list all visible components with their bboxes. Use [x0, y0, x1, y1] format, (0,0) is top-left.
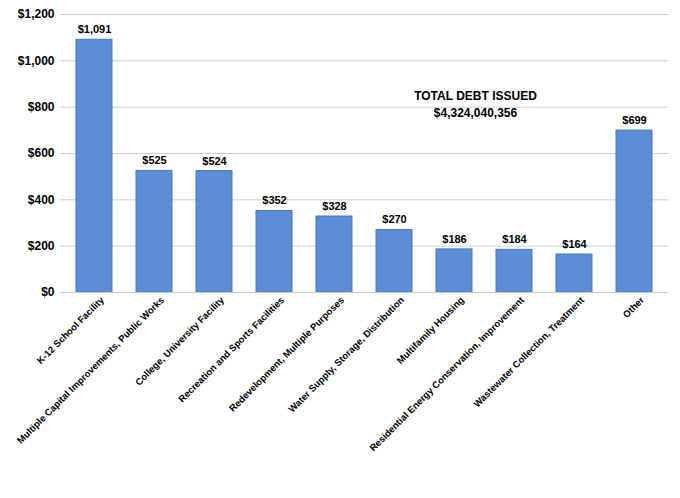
- svg-text:TOTAL DEBT ISSUED: TOTAL DEBT ISSUED: [414, 89, 537, 103]
- svg-text:Recreation and Sports Faciliti: Recreation and Sports Facilities: [176, 294, 286, 404]
- svg-text:$1,091: $1,091: [78, 23, 112, 35]
- svg-text:$4,324,040,356: $4,324,040,356: [434, 106, 518, 120]
- svg-text:$200: $200: [28, 239, 55, 253]
- svg-text:$1,000: $1,000: [18, 54, 55, 68]
- svg-text:$270: $270: [382, 213, 406, 225]
- svg-text:$400: $400: [28, 193, 55, 207]
- svg-text:$600: $600: [28, 146, 55, 160]
- svg-text:K-12 School Facility: K-12 School Facility: [34, 294, 106, 366]
- svg-text:$186: $186: [442, 233, 466, 245]
- svg-text:Redevelopment, Multiple Purpos: Redevelopment, Multiple Purposes: [227, 294, 346, 413]
- svg-text:$164: $164: [562, 238, 587, 250]
- svg-text:$0: $0: [41, 285, 55, 299]
- svg-text:$352: $352: [262, 194, 286, 206]
- svg-text:Other: Other: [620, 294, 646, 320]
- svg-text:College, University Facility: College, University Facility: [132, 294, 227, 388]
- svg-text:Multifamily Housing: Multifamily Housing: [394, 294, 466, 366]
- svg-text:$800: $800: [28, 100, 55, 114]
- svg-text:$328: $328: [322, 200, 346, 212]
- svg-text:Water Supply, Storage, Distrib: Water Supply, Storage, Distribution: [286, 294, 406, 414]
- svg-text:Wastewater Collection, Treatme: Wastewater Collection, Treatment: [471, 294, 587, 410]
- svg-text:$699: $699: [622, 114, 646, 126]
- svg-text:Multiple Capital Improvements,: Multiple Capital Improvements, Public Wo…: [14, 294, 167, 446]
- svg-text:$525: $525: [142, 154, 166, 166]
- svg-text:$1,200: $1,200: [18, 7, 55, 21]
- svg-text:$524: $524: [202, 155, 227, 167]
- svg-text:Residential Energy Conservatio: Residential Energy Conservation, Improve…: [367, 294, 527, 454]
- svg-text:$184: $184: [502, 233, 527, 245]
